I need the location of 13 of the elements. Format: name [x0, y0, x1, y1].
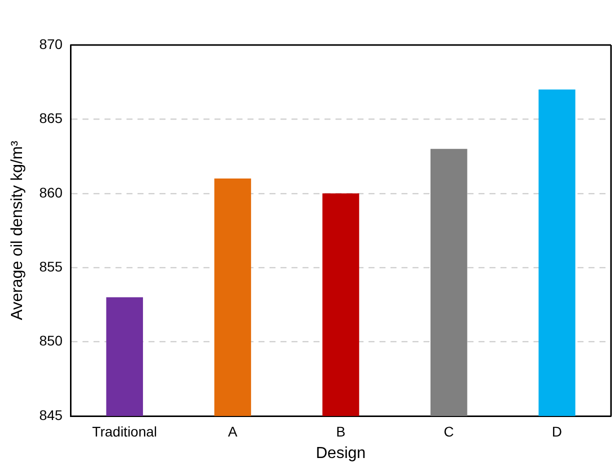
y-tick-label: 855 [39, 258, 63, 274]
x-tick-label: A [228, 423, 238, 440]
y-axis-title: Average oil density kg/m³ [9, 140, 26, 320]
x-tick-label: C [444, 423, 454, 440]
x-tick-label: Traditional [92, 423, 158, 440]
x-tick-label: B [336, 423, 346, 440]
y-tick-label: 865 [39, 110, 63, 126]
y-tick-label: 850 [39, 332, 63, 349]
x-tick-label: D [552, 423, 562, 440]
y-tick-label: 860 [39, 184, 63, 200]
x-axis-title: Design [316, 444, 366, 462]
y-tick-label: 845 [39, 406, 63, 423]
y-tick-label: 870 [39, 36, 63, 52]
